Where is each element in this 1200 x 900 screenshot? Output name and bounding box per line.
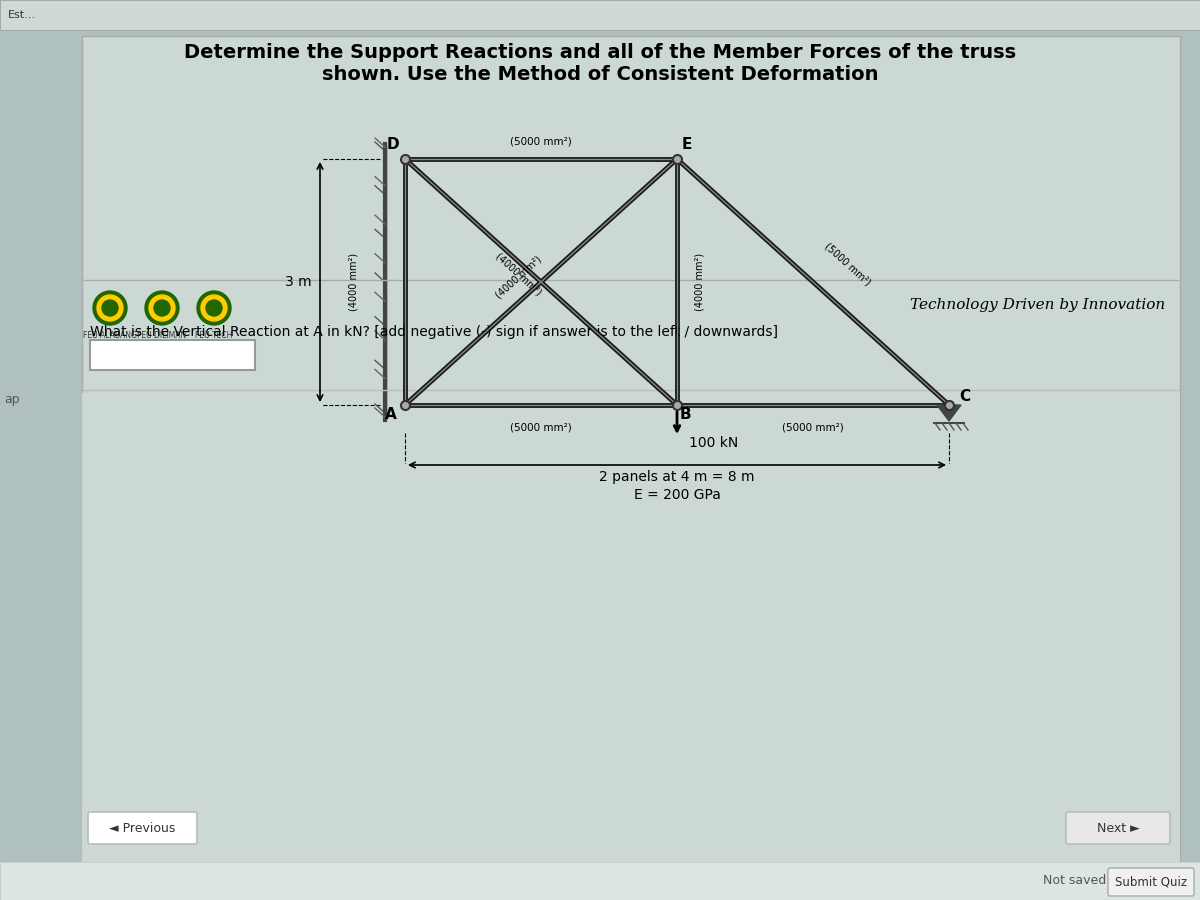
Text: E = 200 GPa: E = 200 GPa	[634, 488, 720, 502]
Text: 3 m: 3 m	[284, 275, 311, 289]
Text: What is the Vertical Reaction at A in kN? [add negative (-) sign if answer is to: What is the Vertical Reaction at A in kN…	[90, 325, 778, 339]
Text: (4000 mm²): (4000 mm²)	[694, 253, 704, 311]
Text: A: A	[385, 407, 397, 422]
Text: D: D	[386, 137, 400, 152]
Circle shape	[149, 295, 175, 321]
Text: Not saved: Not saved	[1043, 875, 1106, 887]
Text: shown. Use the Method of Consistent Deformation: shown. Use the Method of Consistent Defo…	[322, 65, 878, 84]
Text: Determine the Support Reactions and all of the Member Forces of the truss: Determine the Support Reactions and all …	[184, 42, 1016, 61]
Circle shape	[206, 300, 222, 316]
Circle shape	[97, 295, 124, 321]
FancyBboxPatch shape	[1108, 868, 1194, 896]
Text: (4000 mm²): (4000 mm²)	[348, 253, 358, 311]
Bar	[82, 393, 1180, 868]
Text: FEU TECH: FEU TECH	[196, 331, 233, 340]
FancyBboxPatch shape	[88, 812, 197, 844]
Text: B: B	[679, 407, 691, 422]
Bar	[90, 340, 256, 370]
Circle shape	[94, 291, 127, 325]
Text: Submit Quiz: Submit Quiz	[1115, 876, 1187, 888]
Text: (4000 mm²): (4000 mm²)	[494, 251, 544, 297]
Text: FEU DILIMAN: FEU DILIMAN	[137, 331, 187, 340]
Circle shape	[197, 291, 230, 325]
Text: Technology Driven by Innovation: Technology Driven by Innovation	[910, 298, 1165, 312]
Text: (4000 mm²): (4000 mm²)	[494, 254, 544, 301]
Text: Next ►: Next ►	[1097, 822, 1139, 834]
Text: ◄ Previous: ◄ Previous	[109, 822, 175, 834]
Text: FEU ALABANG: FEU ALABANG	[83, 331, 137, 340]
Text: 100 kN: 100 kN	[689, 436, 738, 450]
Text: (5000 mm²): (5000 mm²)	[510, 423, 572, 433]
Text: (5000 mm²): (5000 mm²)	[510, 137, 572, 147]
Bar	[0, 0, 1200, 30]
Text: 2 panels at 4 m = 8 m: 2 panels at 4 m = 8 m	[599, 470, 755, 484]
Text: ap: ap	[4, 393, 19, 407]
Text: E: E	[682, 137, 692, 152]
FancyBboxPatch shape	[1066, 812, 1170, 844]
Text: C: C	[960, 389, 971, 404]
Bar	[0, 862, 1200, 900]
Text: (5000 mm²): (5000 mm²)	[782, 423, 844, 433]
Polygon shape	[937, 405, 961, 421]
Circle shape	[154, 300, 170, 316]
Circle shape	[102, 300, 118, 316]
Text: Est...: Est...	[8, 10, 36, 20]
Circle shape	[202, 295, 227, 321]
Text: (5000 mm²): (5000 mm²)	[823, 241, 872, 287]
Circle shape	[145, 291, 179, 325]
